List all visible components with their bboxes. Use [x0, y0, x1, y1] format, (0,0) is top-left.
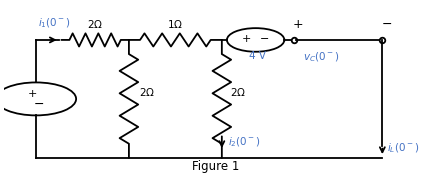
Text: Figure 1: Figure 1	[191, 161, 239, 173]
Text: +: +	[28, 89, 37, 99]
Text: +: +	[241, 34, 250, 44]
Text: 4 V: 4 V	[249, 51, 266, 61]
Text: −: −	[260, 34, 269, 44]
Text: +: +	[292, 18, 302, 31]
Text: 1$\Omega$: 1$\Omega$	[167, 18, 183, 30]
Text: −: −	[34, 98, 45, 111]
Text: $v_C(0^-)$: $v_C(0^-)$	[302, 50, 339, 64]
Text: −: −	[381, 18, 391, 31]
Text: $i_L(0^-)$: $i_L(0^-)$	[387, 142, 419, 155]
Text: $i_1(0^-)$: $i_1(0^-)$	[38, 17, 71, 30]
Text: 2$\Omega$: 2$\Omega$	[230, 86, 246, 98]
Text: 2$\Omega$: 2$\Omega$	[139, 86, 155, 98]
Text: 2$\Omega$: 2$\Omega$	[87, 18, 103, 30]
Text: $i_2(0^-)$: $i_2(0^-)$	[227, 135, 261, 149]
